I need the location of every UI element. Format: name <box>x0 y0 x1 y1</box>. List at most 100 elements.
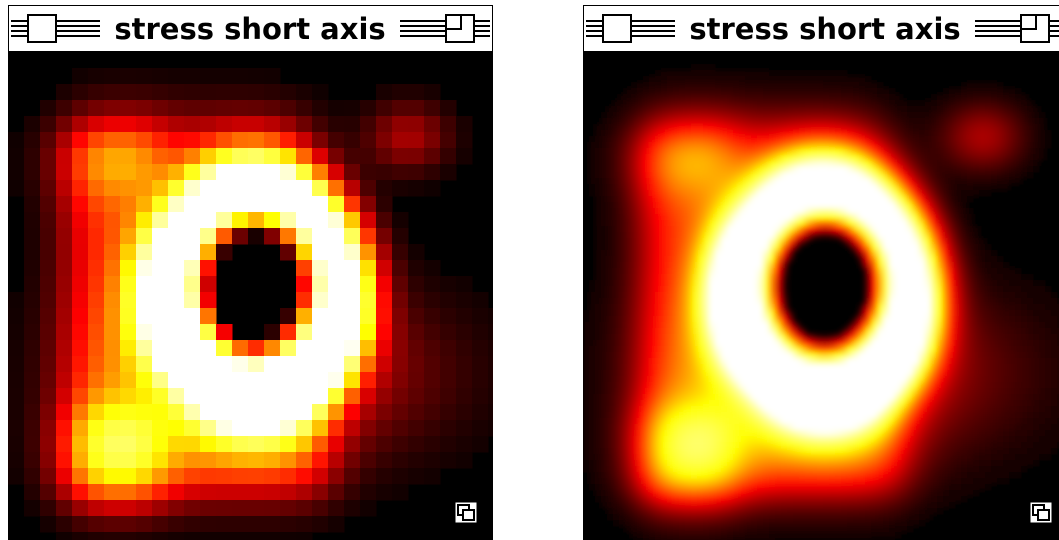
heat-pixel <box>787 154 794 161</box>
heat-pixel <box>1021 316 1028 323</box>
heat-pixel <box>817 148 824 155</box>
heat-pixel <box>248 532 265 540</box>
heat-pixel <box>991 124 998 131</box>
heat-pixel <box>739 274 746 281</box>
heat-pixel <box>72 84 89 101</box>
heat-pixel <box>661 334 668 341</box>
heat-pixel <box>1015 124 1022 131</box>
heat-pixel <box>715 406 722 413</box>
heat-pixel <box>613 358 620 365</box>
heat-pixel <box>703 178 710 185</box>
heat-pixel <box>631 394 638 401</box>
heat-pixel <box>312 212 329 229</box>
heat-pixel <box>931 118 938 125</box>
heat-pixel <box>835 424 842 431</box>
heat-pixel <box>607 424 614 431</box>
heat-pixel <box>745 268 752 275</box>
heat-pixel <box>727 400 734 407</box>
heat-pixel <box>280 164 297 181</box>
heat-pixel <box>685 316 692 323</box>
heat-pixel <box>979 160 986 167</box>
heat-pixel <box>733 274 740 281</box>
heat-pixel <box>943 304 950 311</box>
heat-pixel <box>613 118 620 125</box>
heat-pixel <box>673 190 680 197</box>
heat-pixel <box>1009 172 1016 179</box>
heat-pixel <box>1009 388 1016 395</box>
heat-pixel <box>595 238 602 245</box>
heat-pixel <box>607 340 614 347</box>
heat-pixel <box>793 370 800 377</box>
heat-pixel <box>739 280 746 287</box>
heat-pixel <box>751 94 758 101</box>
heat-pixel <box>200 164 217 181</box>
heat-pixel <box>961 130 968 137</box>
heat-pixel <box>721 238 728 245</box>
heat-pixel <box>853 346 860 353</box>
heat-pixel <box>823 70 830 77</box>
heat-pixel <box>883 190 890 197</box>
heat-pixel <box>871 292 878 299</box>
heat-pixel <box>703 250 710 257</box>
heat-pixel <box>787 340 794 347</box>
heat-pixel <box>589 430 596 437</box>
heat-pixel <box>661 94 668 101</box>
heat-pixel <box>721 220 728 227</box>
heat-pixel <box>871 328 878 335</box>
heat-pixel <box>703 340 710 347</box>
heat-pixel <box>877 82 884 89</box>
heat-pixel <box>919 394 926 401</box>
heat-pixel <box>751 280 758 287</box>
heat-pixel <box>1027 340 1034 347</box>
heat-pixel <box>613 406 620 413</box>
heat-pixel <box>1021 154 1028 161</box>
heat-pixel <box>757 178 764 185</box>
heat-pixel <box>248 468 265 485</box>
heat-pixel <box>216 244 233 261</box>
heat-pixel <box>24 452 41 469</box>
heat-pixel <box>913 196 920 203</box>
heat-pixel <box>955 226 962 233</box>
heat-pixel <box>961 400 968 407</box>
heat-pixel <box>877 382 884 389</box>
heat-pixel <box>865 130 872 137</box>
heat-pixel <box>811 352 818 359</box>
heat-pixel <box>655 400 662 407</box>
heat-pixel <box>739 202 746 209</box>
heat-pixel <box>991 82 998 89</box>
heat-pixel <box>961 88 968 95</box>
close-box[interactable] <box>603 15 631 42</box>
heat-pixel <box>985 382 992 389</box>
heat-pixel <box>697 172 704 179</box>
heat-pixel <box>1015 298 1022 305</box>
heat-pixel <box>661 226 668 233</box>
heat-pixel <box>703 322 710 329</box>
heat-pixel <box>691 262 698 269</box>
heat-pixel <box>595 148 602 155</box>
close-box[interactable] <box>28 15 56 42</box>
heat-pixel <box>979 412 986 419</box>
heat-pixel <box>871 106 878 113</box>
heat-pixel <box>907 424 914 431</box>
heat-pixel <box>168 292 185 309</box>
heat-pixel <box>1015 178 1022 185</box>
heat-pixel <box>907 316 914 323</box>
heat-pixel <box>691 280 698 287</box>
heat-pixel <box>1027 424 1034 431</box>
heat-pixel <box>775 268 782 275</box>
heat-pixel <box>871 112 878 119</box>
heat-pixel <box>408 452 425 469</box>
heat-pixel <box>811 346 818 353</box>
heat-pixel <box>589 322 596 329</box>
heat-pixel <box>883 262 890 269</box>
heat-pixel <box>673 268 680 275</box>
heat-pixel <box>727 124 734 131</box>
heat-pixel <box>637 382 644 389</box>
heat-pixel <box>961 340 968 347</box>
grow-box[interactable] <box>458 505 474 520</box>
heat-pixel <box>456 452 473 469</box>
heat-pixel <box>823 106 830 113</box>
heat-pixel <box>601 226 608 233</box>
heat-pixel <box>889 172 896 179</box>
heat-pixel <box>769 400 776 407</box>
